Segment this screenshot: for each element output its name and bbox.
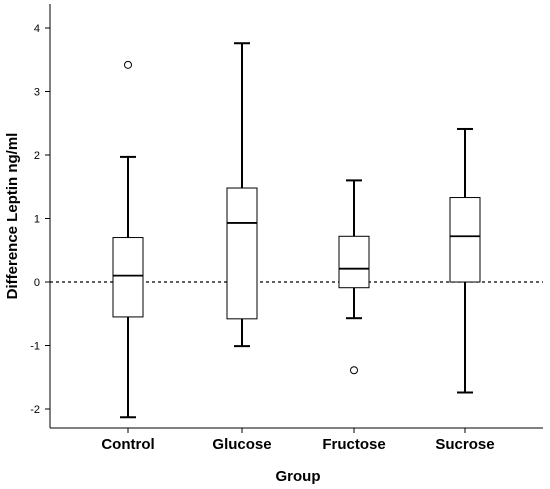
- x-axis-title: Group: [276, 468, 321, 485]
- x-tick-label: Fructose: [322, 436, 385, 453]
- iqr-box: [449, 197, 481, 283]
- iqr-box: [112, 237, 144, 318]
- y-tick-label: 0: [34, 277, 40, 289]
- y-tick-label: 4: [34, 23, 40, 35]
- box-control: [112, 60, 144, 419]
- y-tick-label: 2: [34, 150, 40, 162]
- axes-layer: [45, 4, 543, 433]
- labels-layer: -2 -1 0 1 2 3 4 Control Glucose Fructose Sucrose: [30, 23, 494, 453]
- boxes-layer: [112, 42, 481, 419]
- outlier-point: [350, 366, 358, 375]
- x-tick-label: Glucose: [212, 436, 271, 453]
- y-tick-label: 1: [34, 214, 40, 226]
- box-sucrose: [449, 127, 481, 394]
- box-fructose: [338, 179, 370, 375]
- box-glucose: [226, 42, 258, 348]
- y-tick-label: 3: [34, 87, 40, 99]
- iqr-box: [338, 235, 370, 289]
- y-axis-title: Difference Leptin ng/ml: [4, 133, 21, 300]
- y-tick-label: -2: [30, 404, 40, 416]
- outlier-point: [124, 60, 132, 69]
- y-tick-label: -1: [30, 341, 40, 353]
- iqr-box: [226, 187, 258, 320]
- x-tick-label: Sucrose: [435, 436, 494, 453]
- x-tick-label: Control: [101, 436, 154, 453]
